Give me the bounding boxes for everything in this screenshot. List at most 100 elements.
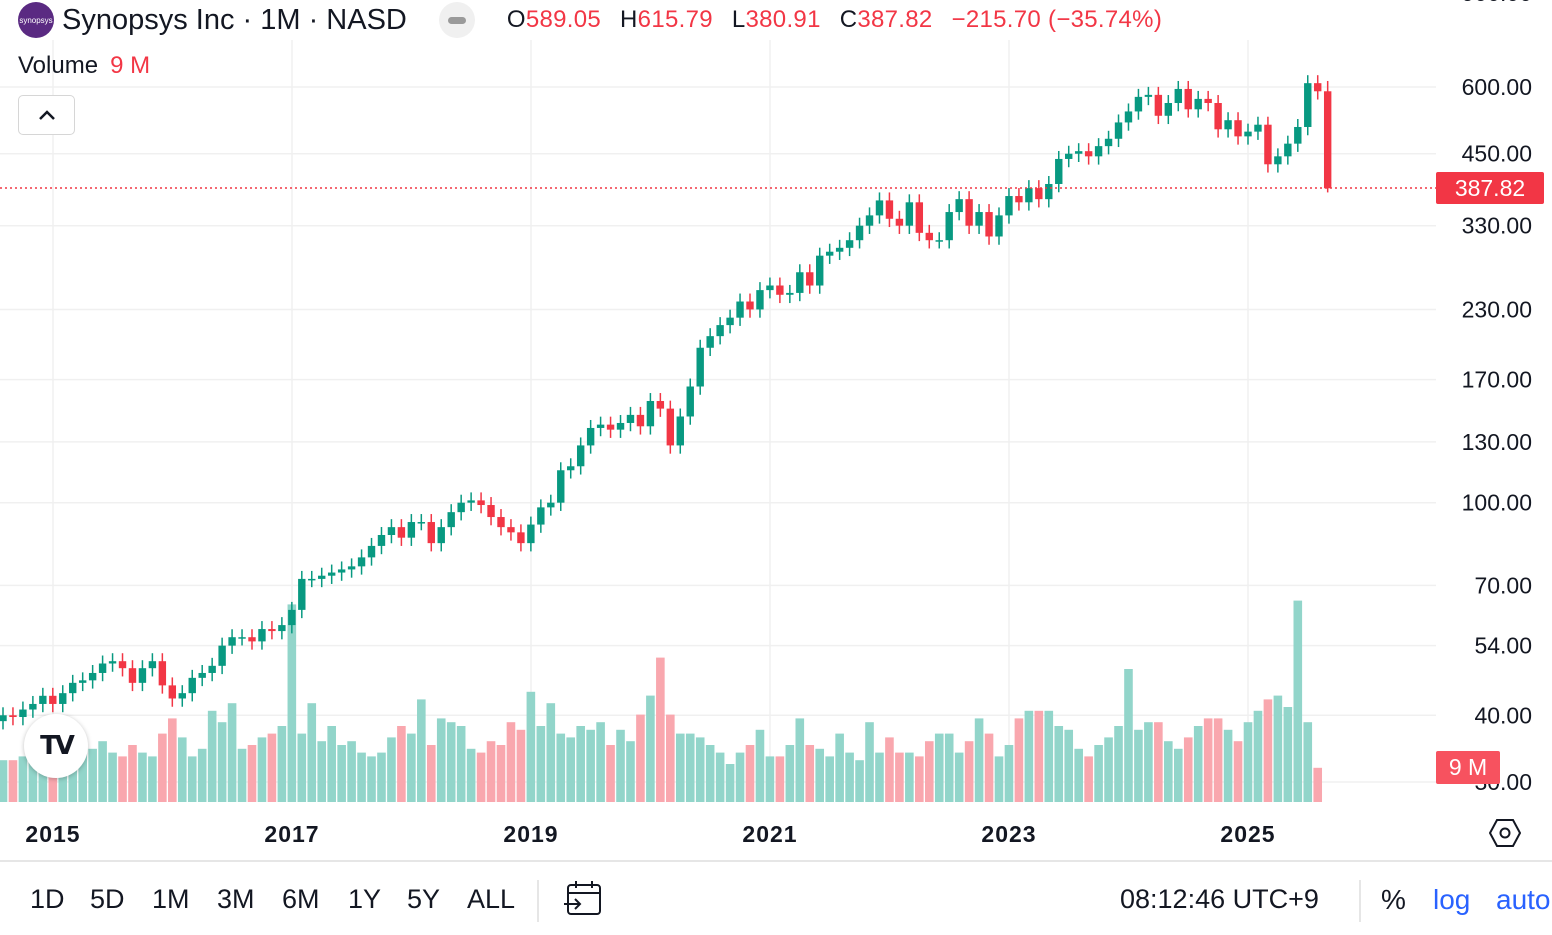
divider	[0, 860, 1552, 862]
candle-body	[507, 527, 515, 533]
candle-body	[995, 215, 1003, 237]
volume-bar	[506, 722, 516, 802]
range-5d[interactable]: 5D	[90, 884, 125, 914]
candle-body	[706, 336, 714, 348]
candle-body	[786, 292, 794, 295]
candle-body	[855, 225, 864, 241]
tradingview-logo[interactable]: TV	[24, 714, 88, 778]
volume-bar	[536, 726, 546, 802]
clock[interactable]: 08:12:46 UTC+9	[1120, 884, 1319, 914]
candle-body	[1025, 188, 1033, 203]
volume-bar	[446, 722, 456, 802]
candle-body	[347, 566, 356, 570]
volume-bar	[307, 703, 317, 802]
volume-bar	[915, 756, 924, 802]
candle-body	[1084, 151, 1093, 157]
candle-body	[318, 575, 326, 579]
candle-body	[477, 500, 485, 506]
volume-bar	[168, 718, 177, 802]
candle-body	[656, 401, 665, 409]
symbol-title[interactable]: Synopsys Inc · 1M · NASD	[62, 3, 407, 36]
volume-bar	[8, 760, 18, 802]
volume-bar	[1054, 726, 1064, 802]
candle-body	[527, 524, 535, 544]
range-1d[interactable]: 1D	[30, 884, 65, 914]
hide-icon[interactable]	[438, 2, 475, 38]
volume-bar	[158, 733, 167, 802]
volume-bar	[875, 752, 884, 802]
volume-bar	[1193, 726, 1203, 802]
candle-body	[1194, 98, 1202, 110]
candle-body	[1094, 146, 1103, 157]
time-tick-label: 2017	[264, 821, 319, 847]
volume-bar	[1014, 718, 1024, 802]
candle-body	[138, 668, 147, 683]
candle-body	[875, 200, 884, 216]
candle-body	[676, 416, 684, 446]
go-to-date-icon[interactable]	[563, 880, 603, 918]
synopsys-logo: synopsys	[18, 2, 54, 38]
auto-toggle[interactable]: auto	[1496, 884, 1551, 915]
open-value: 589.05	[525, 6, 602, 33]
percent-toggle[interactable]: %	[1381, 884, 1406, 915]
volume-bar	[1064, 729, 1074, 802]
price-chart[interactable]: 900.00 600.00 450.00 330.00 230.00 170.00 130.…	[0, 0, 1552, 860]
candle-body	[666, 408, 675, 446]
volume-bar	[138, 752, 147, 802]
range-1m[interactable]: 1M	[152, 884, 190, 914]
candle-body	[298, 578, 306, 610]
volume-bar	[745, 745, 755, 802]
candle-body	[457, 502, 465, 513]
volume-bar	[845, 752, 854, 802]
candle-body	[537, 507, 545, 525]
range-5y[interactable]: 5Y	[407, 884, 441, 914]
volume-bar	[267, 733, 277, 802]
price-tick-label: 900.00	[1462, 0, 1532, 6]
candle-body	[596, 424, 605, 428]
log-toggle[interactable]: log	[1433, 884, 1471, 915]
collapse-legend-button[interactable]	[18, 95, 75, 135]
candle-body	[885, 200, 894, 219]
volume-bar	[38, 756, 48, 802]
last-price-badge: 387.82	[1436, 172, 1544, 204]
ohlc-values: O589.05 H615.79 L380.91 C387.82 −215.70 …	[507, 6, 1174, 34]
candle-body	[816, 255, 824, 286]
price-tick-label: 450.00	[1462, 141, 1532, 167]
range-all[interactable]: ALL	[467, 884, 516, 914]
candle-body	[1214, 103, 1222, 130]
candle-body	[686, 386, 694, 417]
time-axis[interactable]: 2015 2017 2019 2021 2023 2025	[25, 821, 1275, 847]
range-3m[interactable]: 3M	[217, 884, 255, 914]
volume-bar	[247, 745, 257, 802]
volume-bar	[586, 729, 595, 802]
volume-bar	[1164, 741, 1173, 802]
volume-bar	[755, 729, 765, 802]
volume-bar	[1044, 710, 1054, 802]
candle-body	[1154, 94, 1163, 116]
candle-body	[29, 703, 37, 710]
candle-body	[736, 301, 744, 318]
candle-body	[766, 285, 774, 291]
volume-bar	[68, 748, 78, 802]
price-tick-label: 40.00	[1474, 702, 1532, 728]
volume-bar	[855, 760, 864, 802]
volume-bar	[695, 737, 705, 802]
volume-bar	[118, 756, 127, 802]
price-axis[interactable]: 900.00 600.00 450.00 330.00 230.00 170.00 130.…	[1462, 0, 1532, 795]
candle-body	[337, 569, 346, 573]
candle-body	[238, 637, 246, 639]
candle-body	[835, 247, 844, 252]
range-6m[interactable]: 6M	[282, 884, 320, 914]
time-tick-label: 2015	[25, 821, 80, 847]
candle-body	[806, 272, 814, 286]
candle-body	[1224, 120, 1232, 130]
price-tick-label: 54.00	[1474, 633, 1532, 659]
candle-body	[985, 212, 993, 237]
range-1y[interactable]: 1Y	[348, 884, 382, 914]
volume-bar	[1253, 710, 1263, 802]
volume-bar	[456, 726, 466, 802]
settings-icon[interactable]	[1489, 817, 1521, 849]
volume-bar	[566, 737, 576, 802]
volume-bar	[1144, 722, 1153, 802]
volume-bar	[436, 718, 446, 802]
